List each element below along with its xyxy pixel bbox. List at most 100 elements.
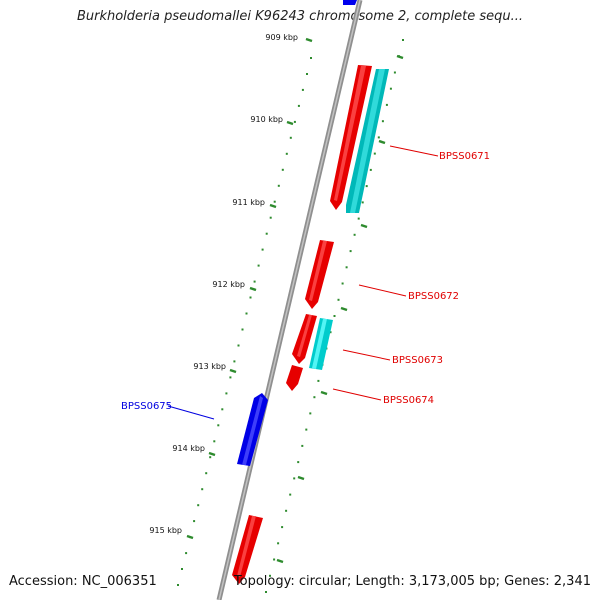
kbp-tick <box>276 558 284 564</box>
genome-summary-text: Topology: circular; Length: 3,173,005 bp… <box>233 574 591 589</box>
scale-dot <box>293 477 296 480</box>
scale-dot <box>285 152 288 155</box>
scale-dot <box>277 542 280 545</box>
scale-dot <box>313 396 316 399</box>
scale-dot <box>209 456 212 459</box>
scale-dot <box>229 376 232 379</box>
scale-dot <box>353 233 356 236</box>
kbp-label: 910 kbp <box>250 115 283 124</box>
backbone-highlight <box>218 0 361 600</box>
gene-label-bpss0673[interactable]: BPSS0673 <box>392 355 443 366</box>
kbp-tick <box>320 390 328 396</box>
scale-dot <box>337 298 340 301</box>
kbp-label: 912 kbp <box>212 280 245 289</box>
scale-dot <box>225 392 228 395</box>
scale-ticks <box>186 37 404 564</box>
scale-dot <box>373 152 376 155</box>
scale-dot <box>281 526 284 529</box>
kbp-tick <box>249 286 257 292</box>
scale-dot <box>265 591 267 593</box>
scale-dot <box>269 574 271 577</box>
scale-dot <box>297 104 300 107</box>
scale-dot <box>289 136 292 139</box>
scale-dot <box>349 250 352 253</box>
scale-dot <box>301 88 304 91</box>
scale-dot <box>181 568 183 570</box>
scale-dot <box>393 71 396 74</box>
scale-dot <box>309 412 312 415</box>
gene-label-bpss0675[interactable]: BPSS0675 <box>121 401 172 412</box>
scale-dot <box>237 344 240 347</box>
scale-dots-left <box>177 57 312 586</box>
gene-feature-bpss0675[interactable] <box>237 393 268 466</box>
scale-dot <box>261 248 264 251</box>
scale-dot <box>269 216 272 219</box>
scale-dot <box>305 428 308 431</box>
scale-dot <box>273 558 276 561</box>
scale-dot <box>377 136 380 139</box>
scale-dot <box>381 120 384 123</box>
scale-dot <box>221 408 224 411</box>
kbp-label: 909 kbp <box>265 33 298 42</box>
scale-dot <box>329 331 332 334</box>
gene-label-bpss0671[interactable]: BPSS0671 <box>439 151 490 162</box>
scale-dot <box>185 552 188 555</box>
scale-dot <box>365 185 368 188</box>
scale-dot <box>385 103 388 106</box>
map-title: Burkholderia pseudomallei K96243 chromos… <box>76 9 524 24</box>
scale-dot <box>402 39 404 41</box>
scale-dot <box>301 444 304 447</box>
scale-dot <box>317 379 320 382</box>
scale-dot <box>293 120 296 123</box>
gene-feature-bpss0672[interactable] <box>305 240 334 309</box>
scale-dot <box>341 282 344 285</box>
kbp-tick <box>378 139 386 145</box>
kbp-tick <box>396 54 404 60</box>
scale-dot <box>345 266 348 269</box>
accession-text: Accession: NC_006351 <box>9 574 157 589</box>
kbp-label: 913 kbp <box>193 362 226 371</box>
kbp-labels: 909 kbp 910 kbp 911 kbp 912 kbp 913 kbp … <box>149 33 298 535</box>
gene-feature-bpss0673[interactable] <box>292 314 317 364</box>
gene-feature-bpss0673-cds[interactable] <box>309 318 333 370</box>
scale-dot <box>241 328 244 331</box>
kbp-tick <box>340 306 348 312</box>
scale-dot <box>213 440 216 443</box>
scale-dot <box>273 200 276 203</box>
kbp-tick <box>305 37 313 43</box>
gene-feature-bpss0671[interactable] <box>330 65 372 210</box>
gene-label-leaders <box>167 145 439 420</box>
gene-feature-bpss0674[interactable] <box>286 365 303 391</box>
kbp-tick <box>208 451 216 457</box>
scale-dot <box>361 201 364 204</box>
gene-feature-bottom[interactable] <box>232 515 263 584</box>
scale-dot <box>265 232 268 235</box>
gene-label-bpss0672[interactable]: BPSS0672 <box>408 291 459 302</box>
scale-dot <box>369 168 372 171</box>
kbp-tick <box>286 120 294 126</box>
gene-feature-bpss0671-cds[interactable] <box>346 69 389 213</box>
gene-label-bpss0674[interactable]: BPSS0674 <box>383 395 434 406</box>
partial-reverse-gene[interactable] <box>343 0 357 5</box>
scale-dot <box>201 488 204 491</box>
scale-dot <box>277 184 280 187</box>
scale-dot <box>333 315 336 317</box>
scale-dot <box>310 57 312 59</box>
kbp-tick <box>360 223 368 229</box>
scale-dot <box>245 312 248 315</box>
scale-dot <box>249 296 252 299</box>
scale-dot <box>177 584 179 586</box>
kbp-label: 914 kbp <box>172 444 205 453</box>
scale-dot <box>357 217 360 220</box>
kbp-tick <box>186 534 194 540</box>
scale-dot <box>205 472 208 475</box>
kbp-tick <box>297 475 305 481</box>
scale-dot <box>389 87 392 90</box>
kbp-label: 915 kbp <box>149 526 182 535</box>
scale-dot <box>285 509 288 512</box>
scale-dot <box>281 168 284 171</box>
kbp-tick <box>229 368 237 374</box>
scale-dot <box>297 461 300 464</box>
